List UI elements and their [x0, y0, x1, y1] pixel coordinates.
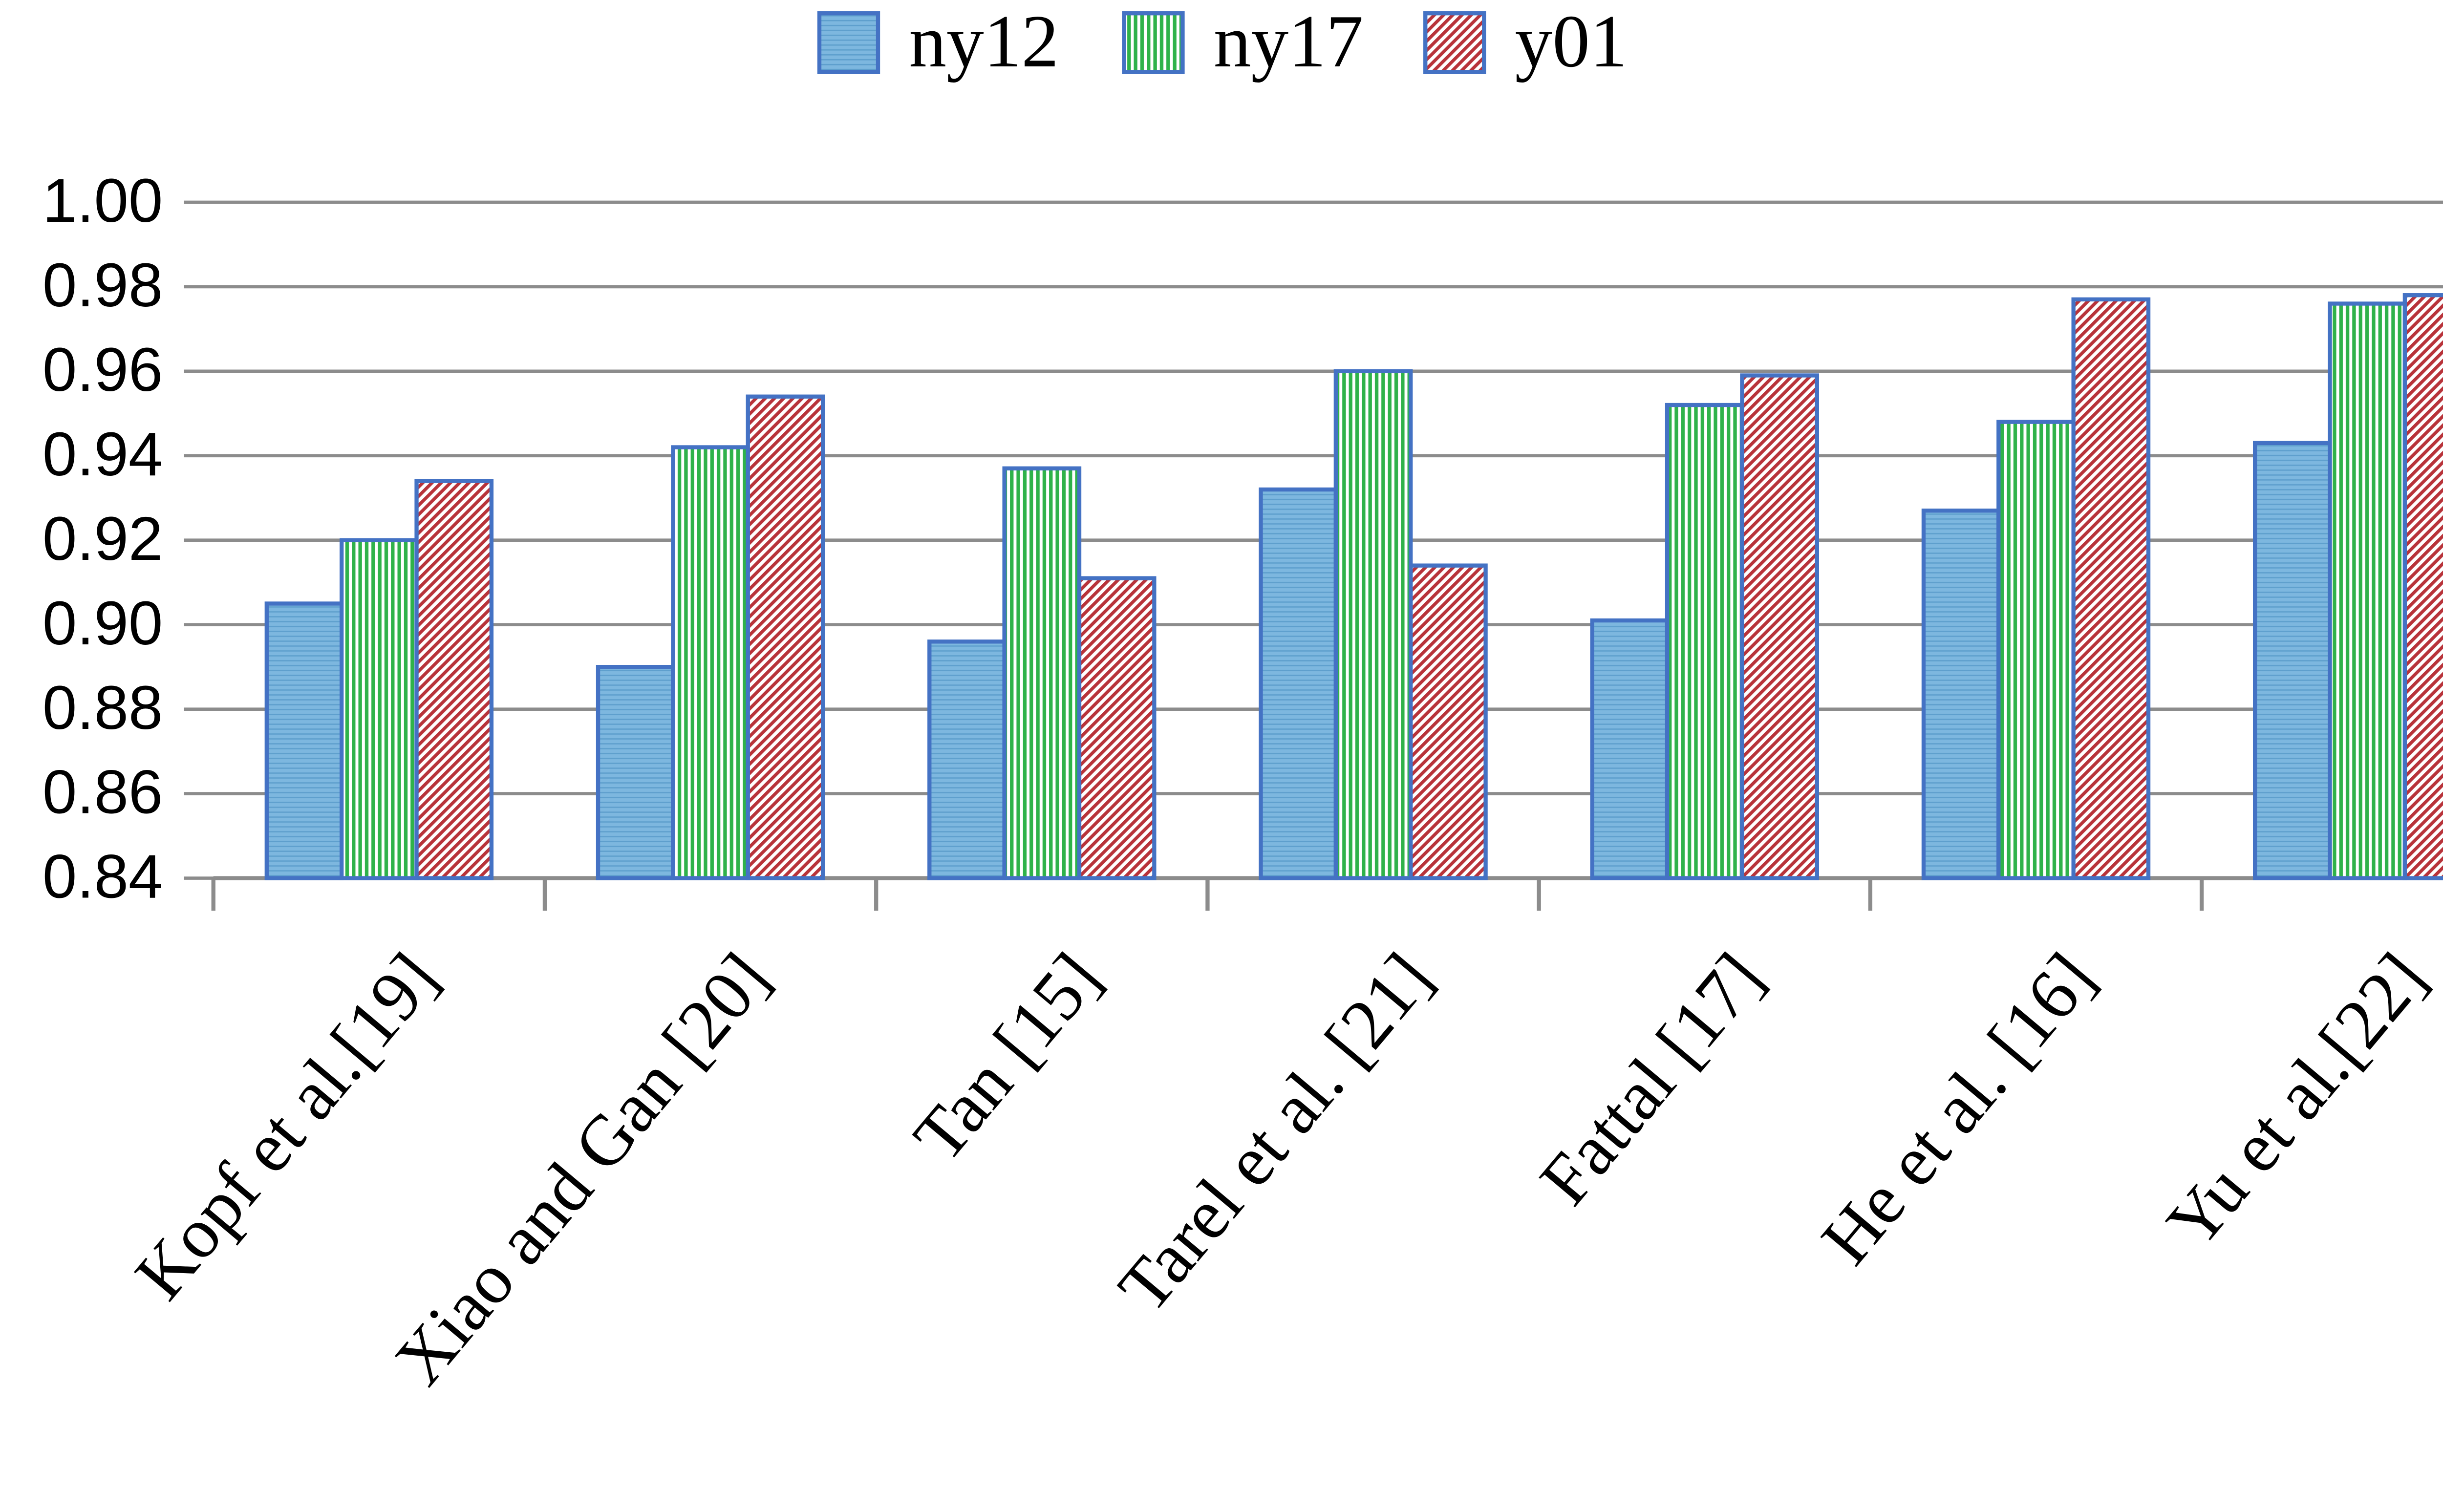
bar: [340, 538, 419, 880]
bar: [414, 479, 494, 880]
bar: [264, 601, 344, 880]
y-tick-label: 0.86: [43, 757, 163, 827]
legend-swatch: [817, 11, 880, 74]
x-tick-label: Xiao and Gan [20]: [379, 938, 784, 1399]
bar: [746, 394, 825, 880]
legend-label: ny17: [1214, 0, 1364, 83]
y-tick-label: 1.00: [43, 166, 163, 235]
legend-swatch: [1122, 11, 1185, 74]
y-tick-label: 0.90: [43, 588, 163, 658]
legend-label: ny12: [909, 0, 1059, 83]
bar: [2402, 293, 2443, 880]
bar: [2328, 301, 2407, 880]
y-tick-label: 0.92: [43, 504, 163, 573]
x-tick-label: Kopf et al.[19]: [120, 938, 453, 1314]
x-tick-label: Fattal [17]: [1524, 938, 1779, 1219]
y-tick-label: 0.98: [43, 250, 163, 319]
bar: [2253, 441, 2332, 880]
bar: [1077, 576, 1157, 880]
x-tick-label: Yu et al.[22]: [2151, 938, 2442, 1262]
legend-swatch: [1423, 11, 1486, 74]
bar: [1921, 509, 2001, 880]
x-tick-label: Tarel et al. [21]: [1103, 938, 1447, 1327]
bar: [1409, 563, 1488, 880]
bar: [2071, 297, 2151, 880]
x-tick-label: He et al. [16]: [1806, 938, 2110, 1279]
bar: [671, 445, 750, 880]
bar: [1333, 369, 1413, 880]
bar: [927, 639, 1007, 880]
bar: [1740, 373, 1819, 880]
bar: [1590, 618, 1670, 880]
y-tick-label: 0.84: [43, 842, 163, 911]
x-tick-label: Tan [15]: [898, 938, 1116, 1176]
bar: [1996, 420, 2076, 880]
y-tick-label: 0.88: [43, 673, 163, 742]
y-tick-label: 0.96: [43, 335, 163, 404]
bar: [596, 665, 675, 880]
bar: [1665, 403, 1744, 880]
bar: [1259, 487, 1338, 880]
y-tick-label: 0.94: [43, 419, 163, 489]
bar: [1002, 466, 1082, 880]
legend-label: y01: [1515, 0, 1628, 83]
